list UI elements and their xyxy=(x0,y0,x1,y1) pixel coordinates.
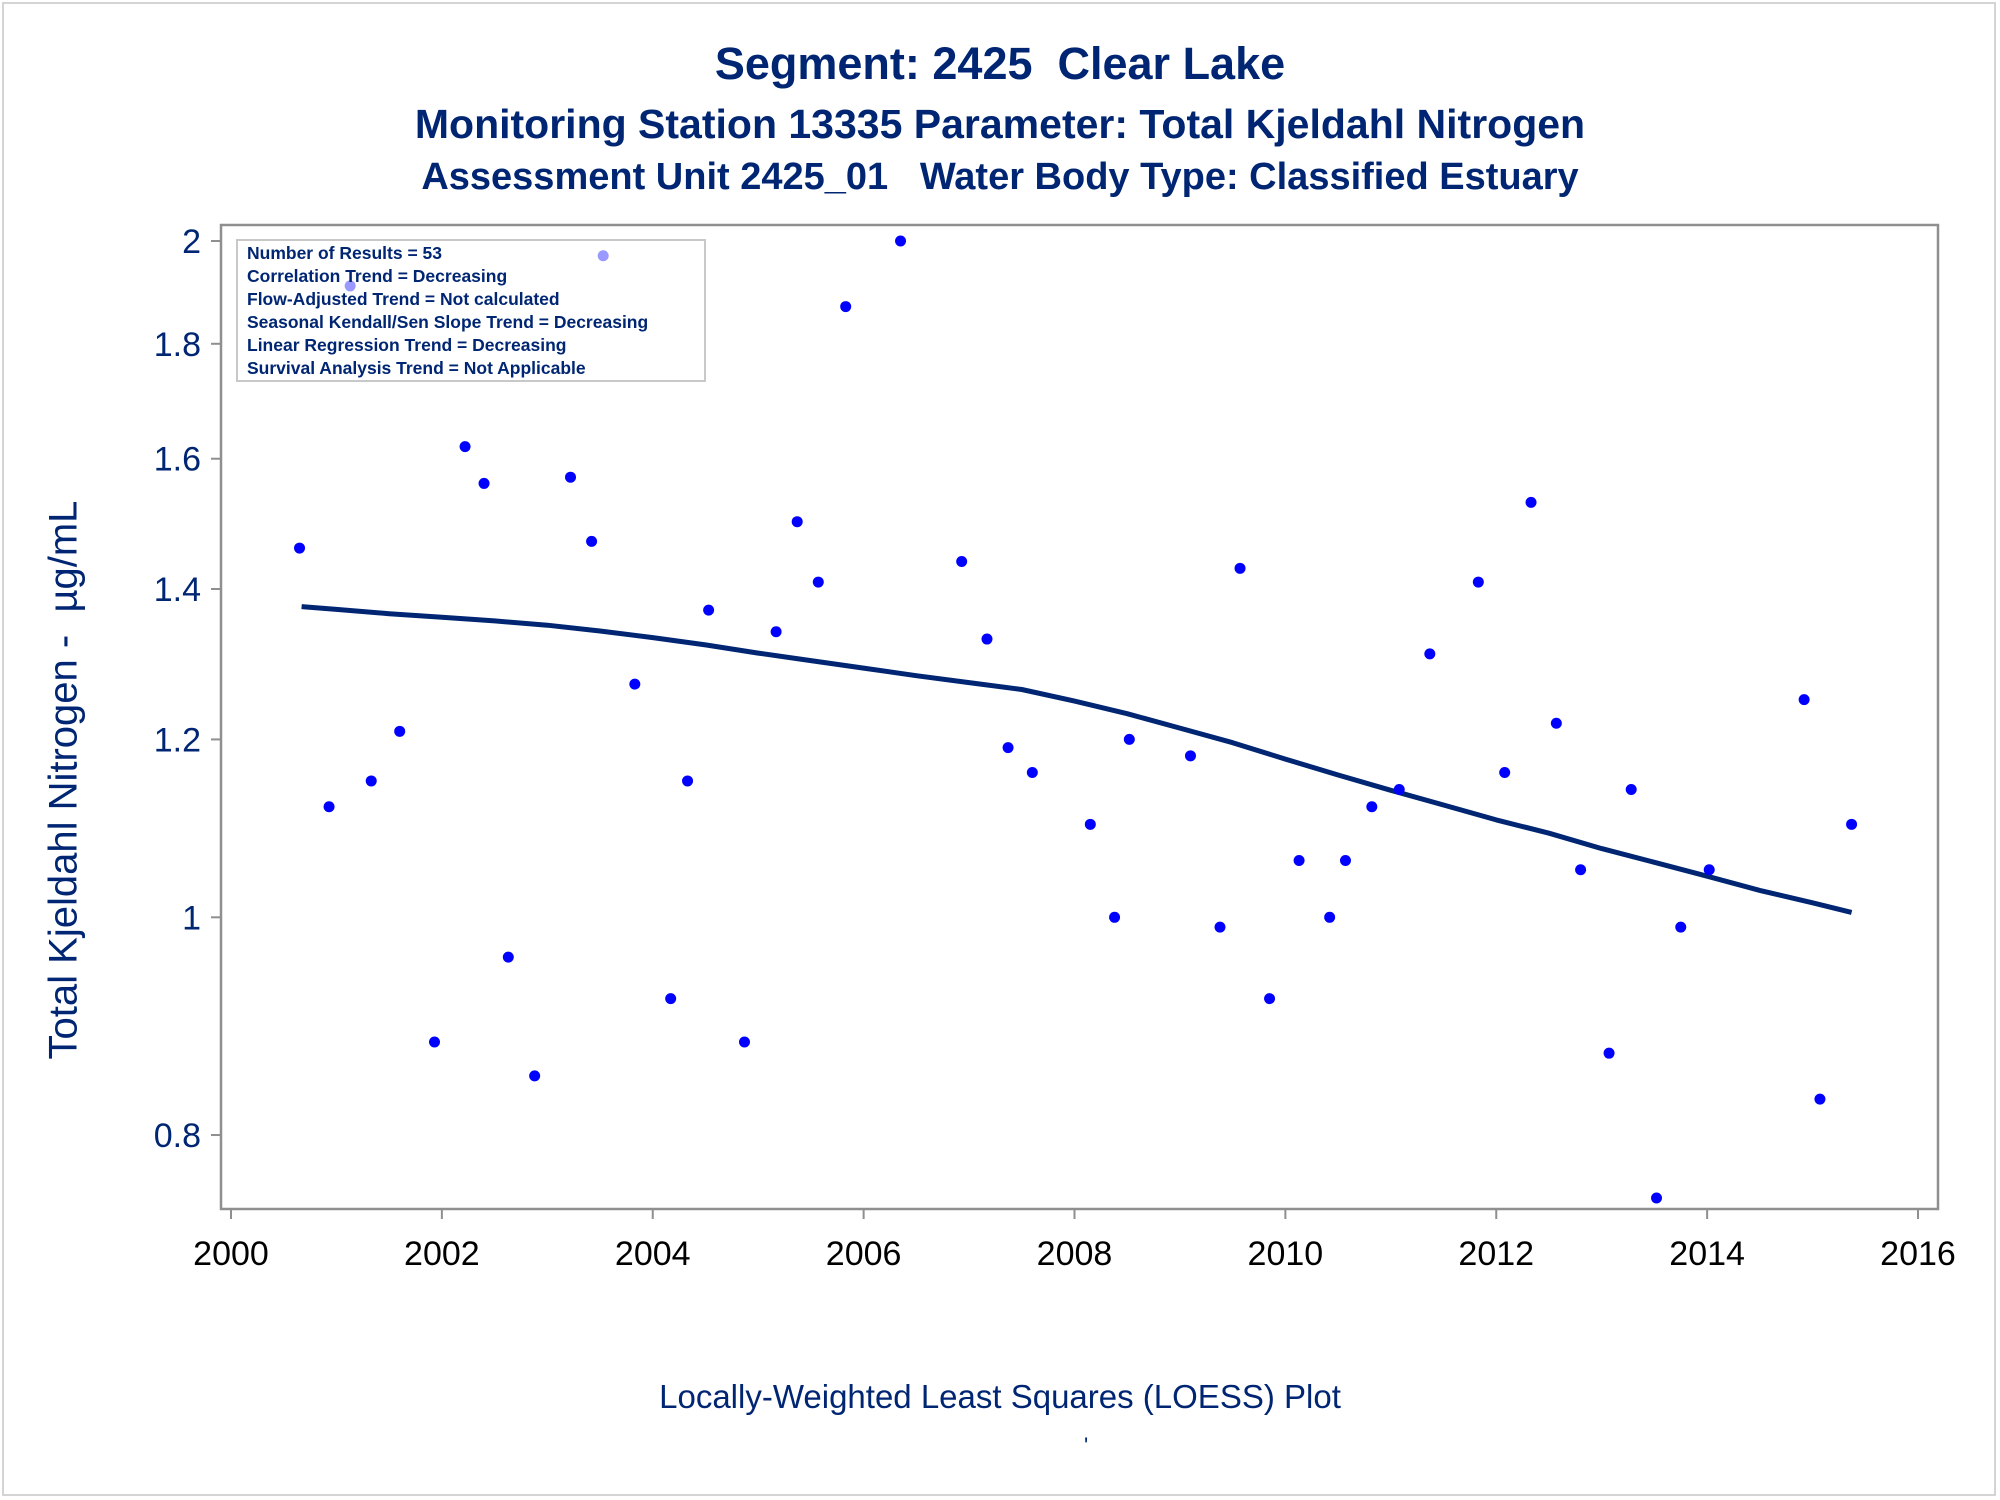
y-tick-label: 1.6 xyxy=(154,441,201,479)
data-point xyxy=(1109,911,1121,923)
data-point xyxy=(1264,993,1276,1005)
data-point xyxy=(323,801,335,813)
chart-title: Segment: 2425 Clear Lake xyxy=(714,38,1286,89)
legend-box xyxy=(236,239,706,382)
data-point xyxy=(895,235,907,247)
data-point xyxy=(1339,854,1351,866)
data-point xyxy=(1499,766,1511,778)
data-point xyxy=(840,301,852,313)
data-point xyxy=(791,516,803,528)
data-point xyxy=(586,535,598,547)
data-point xyxy=(294,542,306,554)
data-point xyxy=(1393,783,1405,795)
footnote-mark: ' xyxy=(1084,1433,1089,1458)
y-tick-label: 0.8 xyxy=(154,1117,201,1155)
x-tick-label: 2012 xyxy=(1458,1235,1534,1273)
data-point xyxy=(981,633,993,645)
data-point xyxy=(812,576,824,588)
x-tick-label: 2006 xyxy=(826,1235,902,1273)
data-point xyxy=(1084,818,1096,830)
data-point xyxy=(1366,801,1378,813)
data-point xyxy=(1625,783,1637,795)
data-point xyxy=(1424,648,1436,660)
data-point xyxy=(478,477,490,489)
data-point xyxy=(365,775,377,787)
legend-line: Number of Results = 53 xyxy=(247,243,442,263)
x-tick-label: 2004 xyxy=(615,1235,691,1273)
data-point xyxy=(1293,854,1305,866)
chart-subtitle: Monitoring Station 13335 Parameter: Tota… xyxy=(414,101,1586,147)
data-point xyxy=(1472,576,1484,588)
data-point xyxy=(1184,750,1196,762)
x-tick-label: 2000 xyxy=(193,1235,269,1273)
data-point xyxy=(1814,1093,1826,1105)
data-point xyxy=(682,775,694,787)
data-point xyxy=(428,1036,440,1048)
x-tick-label: 2002 xyxy=(404,1235,480,1273)
data-point xyxy=(1798,694,1810,706)
data-point xyxy=(1703,864,1715,876)
data-point xyxy=(1525,496,1537,508)
data-point xyxy=(1846,818,1858,830)
data-point xyxy=(529,1070,541,1082)
y-tick-label: 1.8 xyxy=(154,326,201,364)
data-point xyxy=(502,951,514,963)
data-point xyxy=(1002,742,1014,754)
data-point xyxy=(665,993,677,1005)
data-point xyxy=(770,626,782,638)
legend-line: Linear Regression Trend = Decreasing xyxy=(247,335,567,355)
legend-line: Flow-Adjusted Trend = Not calculated xyxy=(247,289,560,309)
y-tick-label: 2 xyxy=(182,223,201,261)
chart-footnote: Locally-Weighted Least Squares (LOESS) P… xyxy=(659,1378,1341,1415)
data-point xyxy=(1575,864,1587,876)
legend-line: Seasonal Kendall/Sen Slope Trend = Decre… xyxy=(247,312,648,332)
x-tick-label: 2008 xyxy=(1037,1235,1113,1273)
data-point xyxy=(1550,717,1562,729)
data-point xyxy=(565,471,577,483)
legend-line: Correlation Trend = Decreasing xyxy=(247,266,507,286)
plot-area-border xyxy=(219,223,1940,1211)
data-point xyxy=(1123,733,1135,745)
data-point xyxy=(1234,562,1246,574)
y-tick-label: 1 xyxy=(182,899,201,937)
y-tick-label: 1.2 xyxy=(154,721,201,759)
data-point xyxy=(738,1036,750,1048)
x-tick-label: 2016 xyxy=(1880,1235,1956,1273)
data-point xyxy=(1603,1047,1615,1059)
data-point xyxy=(629,678,641,690)
data-point xyxy=(1675,921,1687,933)
x-tick-label: 2010 xyxy=(1248,1235,1324,1273)
data-point xyxy=(1214,921,1226,933)
chart-subtitle-2: Assessment Unit 2425_01 Water Body Type:… xyxy=(421,156,1579,198)
data-point xyxy=(394,725,406,737)
y-tick-label: 1.4 xyxy=(154,571,201,609)
legend-line: Survival Analysis Trend = Not Applicable xyxy=(247,358,586,378)
data-point xyxy=(956,556,968,568)
data-point xyxy=(1651,1192,1663,1204)
data-point xyxy=(459,441,471,453)
loess-curve xyxy=(301,604,1853,915)
data-point xyxy=(703,604,715,616)
data-point xyxy=(1324,911,1336,923)
data-point xyxy=(1026,766,1038,778)
x-tick-label: 2014 xyxy=(1669,1235,1745,1273)
